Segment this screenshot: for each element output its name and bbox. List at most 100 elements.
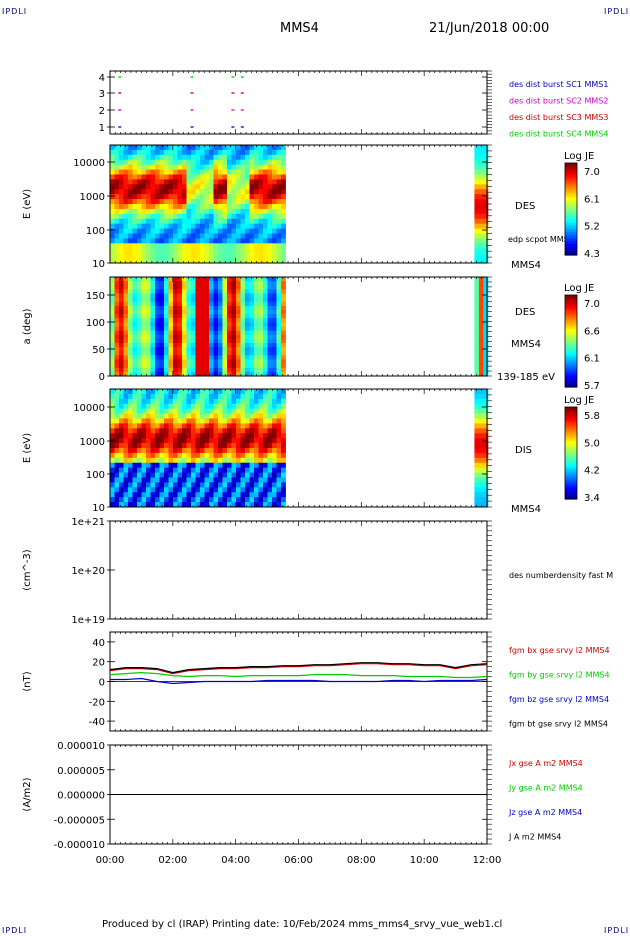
des_energy-heatmap-cell (159, 248, 165, 254)
dis_energy-heatmap-cell (132, 389, 138, 395)
dis_energy-heatmap-cell (123, 497, 129, 503)
dis_energy-heatmap-cell (182, 482, 187, 488)
des_pitch-heatmap-cell (114, 330, 120, 336)
dis_energy-heatmap-cell (263, 443, 268, 449)
des_energy-heatmap-cell (182, 253, 187, 259)
dis_energy-heatmap-cell (200, 438, 205, 444)
des_pitch-heatmap-cell (227, 285, 232, 290)
des_energy-heatmap-cell (137, 208, 142, 215)
des_energy-heatmap-cell (204, 149, 210, 156)
des_energy-heatmap-cell (276, 218, 282, 225)
des_pitch-heatmap-cell (474, 351, 480, 356)
corner-mark-top-right: IPDLI (604, 7, 630, 16)
des_energy-heatmap-cell (200, 169, 205, 175)
des_energy-heatmap-cell (110, 179, 115, 185)
des_energy-heatmap-cell (240, 154, 246, 161)
des_energy-heatmap-cell (155, 154, 160, 161)
des_pitch-heatmap-cell (168, 305, 174, 311)
des_pitch-heatmap-cell (195, 305, 201, 311)
des_pitch-heatmap-cell (182, 301, 187, 307)
dis_energy-heatmap-cell (119, 448, 124, 454)
des_pitch-heatmap-cell (240, 310, 246, 315)
des_energy-heatmap-cell (123, 154, 129, 161)
des_energy-heatmap-cell (281, 174, 286, 180)
des_energy-heatmap-cell (164, 248, 169, 254)
des_energy-heatmap-cell (155, 164, 160, 170)
des_energy-heatmap-cell (168, 145, 174, 151)
des_energy-heatmap-cell (159, 189, 165, 195)
des_energy-heatmap-cell (474, 164, 480, 170)
des_energy-heatmap-cell (110, 199, 115, 205)
des_energy-heatmap-cell (267, 233, 273, 239)
des_energy-heatmap-cell (263, 199, 268, 205)
des_energy-heatmap-cell (483, 194, 489, 200)
dis_energy-heatmap-cell (141, 477, 147, 483)
des_pitch-heatmap-cell (281, 297, 286, 303)
dis_energy-heatmap-cell (141, 443, 147, 449)
dis_energy-heatmap-cell (186, 413, 192, 419)
des_pitch-heatmap-cell (276, 305, 282, 311)
des_pitch-heatmap-cell (204, 289, 210, 294)
des_energy-heatmap-cell (276, 208, 282, 215)
des_pitch-heatmap-cell (155, 277, 160, 282)
dis_energy-heatmap-cell (267, 487, 273, 493)
des_pitch-heatmap-cell (155, 363, 160, 369)
des_pitch-heatmap-cell (150, 371, 156, 377)
dis_energy-heatmap-cell (209, 423, 214, 429)
dis_energy-heatmap-cell (164, 457, 169, 464)
des_energy-heatmap-cell (254, 243, 259, 249)
des_pitch-heatmap-cell (254, 318, 259, 323)
des_energy-heatmap-cell (159, 223, 165, 229)
des_energy-heatmap-cell (231, 228, 237, 234)
des_pitch-heatmap-cell (132, 338, 138, 344)
des_energy-heatmap-cell (173, 194, 178, 200)
des_pitch-heatmap-cell (249, 277, 255, 282)
des_pitch-heatmap-cell (218, 334, 223, 340)
des_energy-heatmap-cell (204, 228, 210, 234)
des_pitch-heatmap-cell (182, 351, 187, 356)
des_pitch-heatmap-cell (267, 322, 273, 327)
des_pitch-heatmap-cell (110, 318, 115, 323)
des_energy-colorbar-cell (565, 236, 577, 240)
des_pitch-heatmap-cell (132, 285, 138, 290)
des_energy-heatmap-cell (249, 154, 255, 161)
des_energy-heatmap-cell (222, 213, 228, 220)
des_pitch-heatmap-cell (195, 343, 201, 348)
des_pitch-heatmap-cell (186, 359, 192, 365)
des_energy-heatmap-cell (281, 159, 286, 166)
des_pitch-heatmap-cell (276, 301, 282, 307)
des_energy-heatmap-cell (132, 213, 138, 220)
des_pitch-heatmap-cell (267, 326, 273, 332)
dis_energy-heatmap-cell (474, 398, 480, 405)
des_pitch-heatmap-cell (177, 334, 183, 340)
dis_energy-heatmap-cell (478, 467, 484, 473)
dis_energy-heatmap-cell (231, 389, 237, 395)
burst-y-tick-label: 2 (99, 106, 105, 117)
dis_energy-heatmap-cell (119, 408, 124, 414)
des_pitch-heatmap-cell (209, 330, 214, 336)
des_energy-heatmap-cell (177, 174, 183, 180)
des_pitch-heatmap-cell (231, 322, 237, 327)
dis_energy-heatmap-cell (191, 408, 196, 414)
des_pitch-heatmap-cell (110, 297, 115, 303)
des_pitch-heatmap-cell (478, 297, 484, 303)
dis_energy-heatmap-cell (209, 428, 214, 434)
dis_energy-heatmap-cell (150, 462, 156, 469)
des_pitch-heatmap-cell (182, 330, 187, 336)
des_energy-y-tick-label: 10000 (73, 158, 105, 169)
dis_energy-heatmap-cell (141, 398, 147, 405)
dis_energy-colorbar-cell (565, 473, 577, 477)
des_pitch-heatmap-cell (276, 347, 282, 352)
dis_energy-heatmap-cell (114, 398, 120, 405)
des_pitch-heatmap-cell (478, 351, 484, 356)
des_pitch-heatmap-cell (240, 314, 246, 319)
des_energy-heatmap-cell (474, 169, 480, 175)
des_pitch-heatmap-cell (132, 363, 138, 369)
des_pitch-heatmap-cell (231, 318, 237, 323)
dis_energy-heatmap-cell (258, 393, 264, 400)
des_pitch-heatmap-cell (222, 334, 228, 340)
des_energy-heatmap-cell (132, 199, 138, 205)
des_energy-heatmap-cell (200, 243, 205, 249)
des_energy-heatmap-cell (204, 223, 210, 229)
dis_energy-heatmap-cell (146, 433, 151, 439)
